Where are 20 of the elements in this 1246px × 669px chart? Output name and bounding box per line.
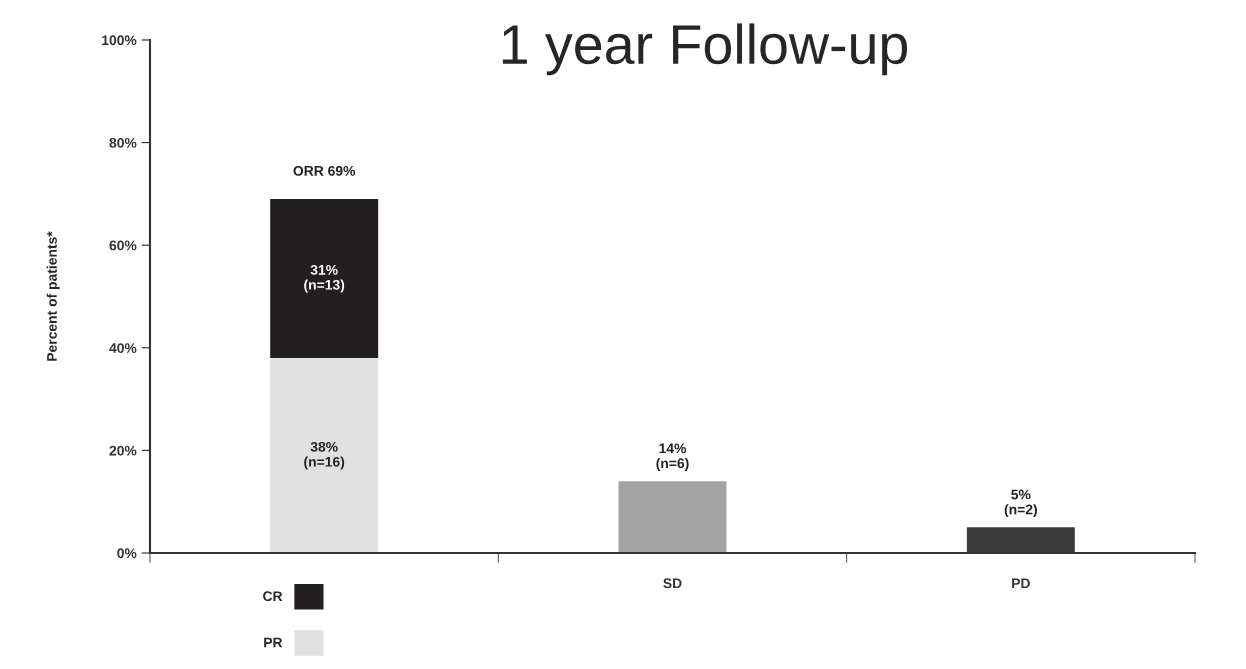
data-label: 31% (n=13) — [304, 264, 345, 293]
y-tick-label: 80% — [109, 137, 137, 148]
x-tick-label: SD — [663, 578, 682, 589]
chart-title: 1 year Follow-up — [502, 23, 908, 76]
data-label: 38% (n=16) — [304, 441, 345, 470]
bar — [618, 481, 727, 553]
legend-label: PR — [264, 637, 283, 648]
annotation: ORR 69% — [293, 165, 356, 176]
x-tick-label: PD — [1012, 578, 1030, 589]
y-tick-label: 40% — [109, 343, 137, 353]
y-tick-label: 60% — [109, 240, 137, 251]
bar — [270, 358, 379, 553]
y-tick-label: 0% — [117, 548, 137, 559]
legend-label: CR — [263, 591, 283, 602]
data-label: 14% (n=6) — [656, 443, 689, 471]
y-axis-title: Percent of patients* — [46, 231, 60, 361]
y-tick-label: 20% — [109, 445, 137, 456]
data-label: 5% (n=2) — [1004, 489, 1037, 518]
bar — [270, 199, 379, 359]
y-tick-label: 100% — [102, 35, 137, 46]
